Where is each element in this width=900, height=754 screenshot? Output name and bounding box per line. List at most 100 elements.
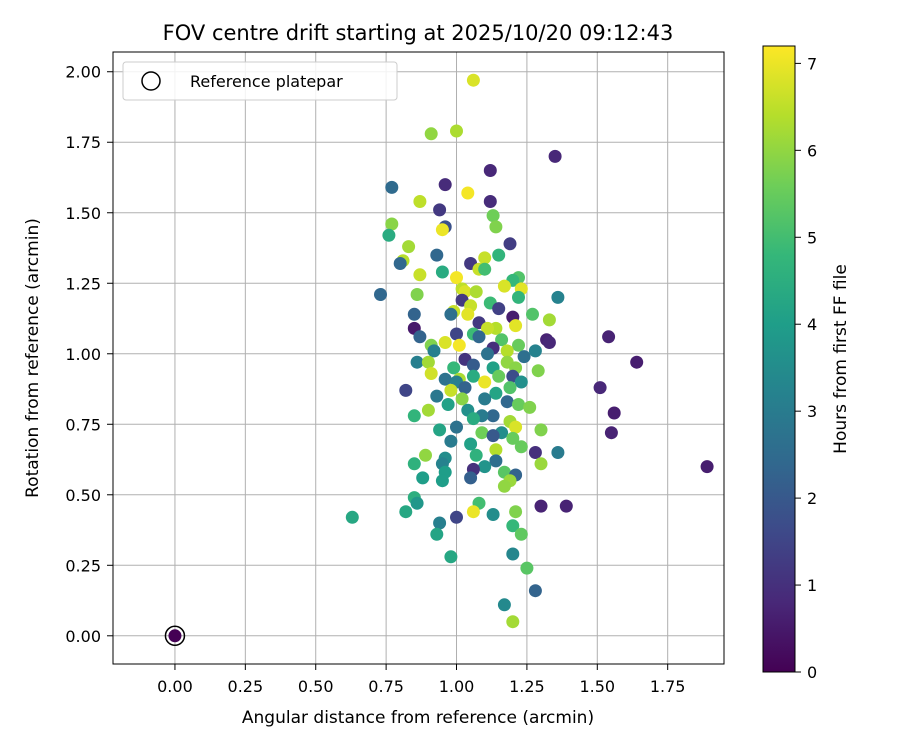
data-point (602, 330, 616, 344)
data-point (500, 395, 514, 409)
data-point (450, 327, 463, 341)
data-point (593, 381, 607, 395)
data-point (469, 285, 483, 299)
data-point (464, 437, 478, 451)
y-tick-label: 0.75 (65, 415, 101, 434)
data-point (509, 319, 523, 333)
data-point (464, 471, 478, 485)
data-point (534, 423, 548, 437)
data-point (534, 499, 548, 513)
data-point (506, 615, 520, 629)
data-point (410, 288, 424, 301)
data-point (512, 398, 525, 411)
y-tick-label: 0.00 (65, 627, 101, 646)
data-point (486, 409, 500, 423)
data-point (466, 358, 480, 372)
data-point (492, 369, 506, 383)
data-point (551, 446, 565, 459)
data-point (489, 386, 503, 400)
data-point (512, 338, 525, 352)
data-point (455, 392, 469, 406)
colorbar-tick-label: 5 (807, 228, 817, 247)
data-point (444, 383, 458, 397)
data-point (461, 307, 475, 321)
data-point (466, 505, 480, 519)
colorbar-tick-label: 4 (807, 315, 817, 334)
data-point (503, 381, 517, 395)
reference-layer (164, 625, 186, 647)
data-point (523, 400, 537, 414)
data-point (450, 510, 463, 524)
colorbar-tick-label: 1 (807, 576, 817, 595)
data-point (478, 460, 492, 474)
data-point (430, 389, 444, 403)
legend: Reference platepar (122, 61, 398, 101)
y-tick-label: 0.50 (65, 486, 101, 505)
data-point (506, 519, 520, 533)
data-point (497, 598, 511, 612)
data-point (433, 203, 447, 217)
data-point (438, 178, 452, 192)
data-point (466, 73, 480, 87)
y-tick-label: 1.25 (65, 274, 101, 293)
data-point (435, 265, 449, 279)
data-point (469, 448, 483, 462)
data-point (393, 257, 407, 270)
data-point (413, 268, 427, 282)
y-ticks: 0.00 0.25 0.50 0.75 1.00 1.25 1.50 1.75 2.00 (65, 63, 113, 646)
data-point (514, 375, 528, 389)
data-point (478, 251, 492, 265)
data-point (486, 508, 500, 521)
legend-box (122, 61, 398, 101)
data-point (531, 364, 545, 378)
x-tick-label: 0.00 (157, 677, 193, 696)
data-point (435, 474, 449, 488)
data-point (430, 248, 444, 262)
y-tick-label: 1.50 (65, 204, 101, 223)
data-point (528, 344, 542, 358)
data-point (526, 307, 539, 321)
data-point (345, 510, 359, 524)
data-point (500, 344, 514, 358)
data-point (478, 392, 492, 406)
colorbar-ticks: 0 1 2 3 4 5 6 7 (795, 54, 817, 682)
data-point (399, 505, 413, 519)
data-point (407, 409, 421, 423)
data-point (410, 496, 424, 510)
data-point (444, 550, 458, 564)
data-point (495, 333, 509, 347)
data-point (413, 330, 427, 344)
data-point (424, 127, 438, 141)
data-point (402, 240, 416, 254)
data-points (345, 73, 714, 629)
data-point (509, 505, 523, 519)
data-point (452, 338, 466, 352)
x-tick-label: 0.50 (298, 677, 334, 696)
data-point (407, 307, 421, 321)
data-point (399, 383, 413, 397)
data-point (472, 330, 486, 344)
data-point (416, 471, 430, 485)
x-tick-label: 1.75 (650, 677, 686, 696)
data-point (444, 307, 458, 321)
plot-frame (112, 51, 725, 665)
data-point (438, 372, 452, 386)
data-point (413, 195, 427, 208)
data-point (447, 361, 461, 375)
y-axis-label: Rotation from reference (arcmin) (23, 218, 43, 498)
data-point (441, 398, 455, 411)
data-point (514, 440, 528, 454)
data-point (559, 499, 573, 513)
data-point (630, 355, 644, 369)
data-point (514, 527, 528, 541)
data-point (497, 279, 511, 293)
data-point (551, 290, 565, 304)
data-point (427, 344, 441, 358)
data-point (450, 271, 463, 285)
data-point (385, 217, 399, 231)
y-tick-label: 2.00 (65, 63, 101, 82)
data-point (542, 336, 556, 349)
data-point (506, 431, 520, 445)
data-point (486, 429, 500, 443)
